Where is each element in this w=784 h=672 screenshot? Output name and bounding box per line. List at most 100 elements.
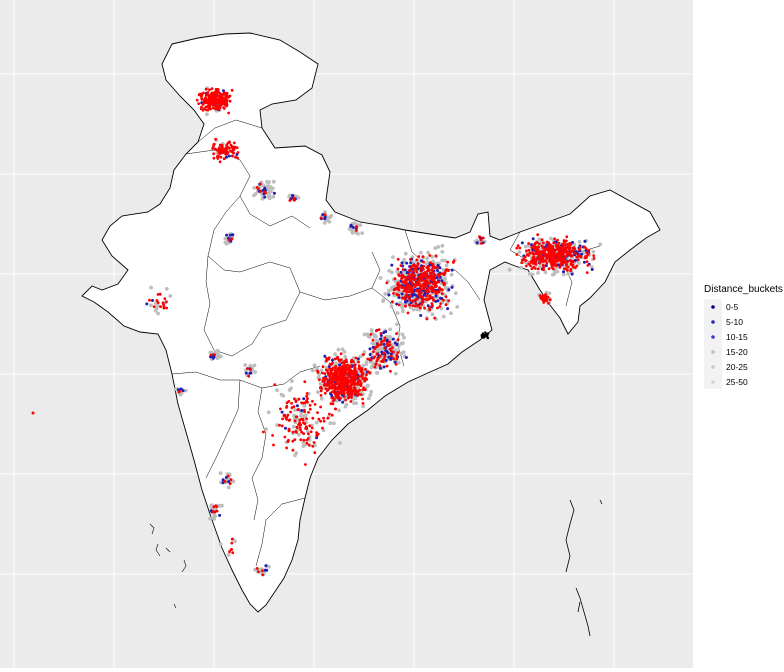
map-point: [400, 302, 405, 307]
map-point: [446, 260, 450, 264]
map-point: [564, 248, 568, 252]
map-point: [390, 346, 394, 350]
map-point: [566, 265, 570, 269]
map-point: [335, 387, 339, 391]
map-point: [405, 290, 409, 294]
map-point: [529, 264, 532, 268]
map-point: [154, 306, 159, 311]
map-point: [552, 250, 556, 254]
map-point: [178, 390, 182, 393]
map-point: [321, 426, 324, 430]
map-point: [271, 179, 276, 184]
map-point: [333, 407, 337, 411]
andaman-islands-outline: [565, 499, 603, 637]
map-point: [226, 553, 231, 557]
map-point: [204, 96, 207, 100]
map-point: [415, 270, 419, 274]
map-point: [213, 353, 216, 357]
map-point: [353, 379, 356, 382]
map-point: [419, 250, 423, 255]
map-point: [362, 386, 365, 390]
map-point: [349, 400, 353, 403]
legend-label-10-15: 10-15: [726, 332, 748, 342]
map-point: [327, 357, 331, 361]
map-point: [428, 254, 432, 257]
map-point: [226, 485, 231, 490]
map-point: [328, 421, 333, 426]
map-point: [218, 106, 222, 110]
map-point: [583, 245, 587, 249]
map-point: [548, 298, 552, 302]
map-point: [227, 141, 230, 145]
map-point: [344, 366, 348, 370]
map-point: [431, 286, 435, 290]
map-point: [351, 225, 355, 229]
map-point: [434, 254, 438, 258]
map-point: [264, 427, 268, 431]
map-point: [395, 332, 398, 335]
map-point: [400, 261, 404, 265]
map-point: [547, 301, 550, 305]
map-point: [585, 271, 589, 274]
map-point: [345, 381, 349, 385]
map-point: [518, 246, 522, 250]
map-point: [383, 346, 387, 350]
map-point: [213, 510, 216, 514]
map-point: [252, 363, 257, 368]
map-point: [356, 357, 360, 361]
map-point: [547, 267, 551, 271]
map-point: [327, 374, 331, 377]
map-point: [294, 430, 298, 433]
map-point: [531, 237, 535, 241]
map-point: [369, 358, 373, 362]
map-point: [565, 239, 568, 243]
map-point: [344, 398, 348, 402]
legend-item-5-10: 5-10: [711, 317, 743, 327]
map-point: [480, 242, 483, 245]
map-point: [329, 402, 333, 406]
map-point: [538, 294, 542, 298]
map-point: [330, 396, 334, 400]
map-point: [335, 376, 339, 380]
map-point: [266, 410, 271, 415]
map-point: [365, 373, 368, 377]
map-point: [282, 414, 286, 417]
map-point: [425, 294, 429, 297]
map-point: [556, 259, 560, 263]
map-point: [556, 238, 559, 242]
map-point: [517, 250, 522, 255]
map-point: [325, 357, 328, 360]
map-point: [415, 258, 419, 262]
map-point: [365, 384, 370, 389]
map-point: [360, 231, 365, 236]
legend-label-25-50: 25-50: [726, 377, 748, 387]
map-point: [542, 252, 545, 255]
map-point: [255, 567, 259, 570]
map-point: [227, 480, 231, 484]
map-point: [577, 248, 581, 252]
map-point: [291, 448, 295, 452]
map-point: [426, 250, 431, 255]
map-point: [292, 196, 296, 200]
map-point: [303, 401, 307, 405]
legend-label-5-10: 5-10: [726, 317, 743, 327]
map-point: [419, 285, 423, 289]
map-point: [348, 374, 352, 378]
map-point: [302, 421, 305, 425]
map-point: [275, 388, 279, 393]
map-point: [316, 411, 319, 414]
map-point: [520, 261, 524, 265]
map-point: [315, 436, 319, 440]
map-point: [415, 307, 420, 312]
map-point: [293, 397, 296, 401]
map-point: [311, 399, 314, 403]
legend-key-25-50: [711, 380, 715, 384]
map-point: [436, 299, 440, 303]
map-point: [422, 287, 425, 291]
map-point: [218, 542, 223, 547]
map-point: [387, 344, 390, 347]
map-point: [361, 363, 366, 368]
map-point: [583, 239, 587, 243]
map-point: [536, 250, 539, 253]
map-point: [338, 363, 342, 367]
